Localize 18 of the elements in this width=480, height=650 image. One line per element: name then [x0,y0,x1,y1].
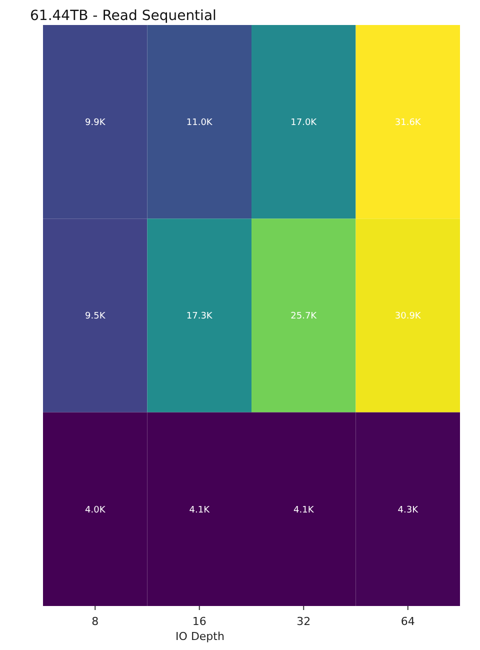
x-tick-label: 16 [192,615,206,628]
data-label: 4.1K [294,505,315,516]
x-tick-label: 32 [296,615,311,628]
data-label: 30.9K [394,312,422,322]
data-label: 4.0K [85,505,106,516]
data-label: 17.3K [186,312,214,322]
x-tick-label: 64 [400,615,415,628]
x-tick-label: 8 [92,615,99,628]
data-label: 17.0K [290,118,318,128]
chart-title: 61.44TB - Read Sequential [30,8,216,24]
data-label: 4.3K [398,505,420,516]
data-label: 9.9K [85,118,106,128]
data-label: 31.6K [394,118,422,128]
data-label: 25.7K [290,312,318,322]
x-axis-title: IO Depth [176,630,224,643]
data-label: 9.5K [85,312,106,322]
data-label: 11.0K [186,118,214,128]
data-label: 4.1K [189,505,211,516]
